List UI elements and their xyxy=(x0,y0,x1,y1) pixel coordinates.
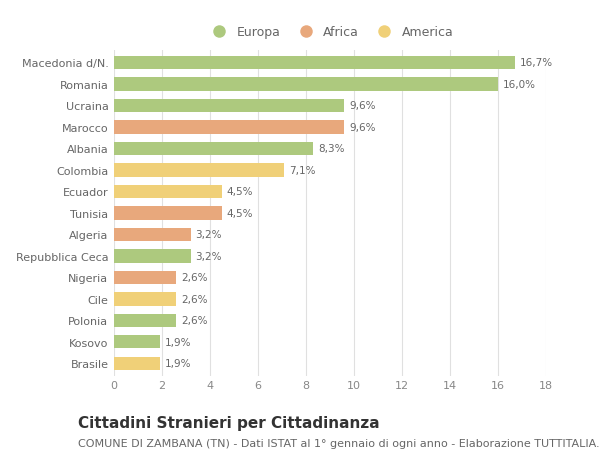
Bar xyxy=(114,228,191,241)
Bar xyxy=(114,100,344,113)
Text: 3,2%: 3,2% xyxy=(196,252,222,261)
Text: COMUNE DI ZAMBANA (TN) - Dati ISTAT al 1° gennaio di ogni anno - Elaborazione TU: COMUNE DI ZAMBANA (TN) - Dati ISTAT al 1… xyxy=(78,438,600,448)
Bar xyxy=(114,336,160,349)
Text: 2,6%: 2,6% xyxy=(181,316,208,325)
Bar xyxy=(114,164,284,177)
Bar xyxy=(114,314,176,327)
Text: 1,9%: 1,9% xyxy=(164,358,191,369)
Legend: Europa, Africa, America: Europa, Africa, America xyxy=(202,21,458,44)
Bar xyxy=(114,185,222,199)
Bar xyxy=(114,78,498,91)
Bar xyxy=(114,357,160,370)
Bar xyxy=(114,207,222,220)
Bar xyxy=(114,250,191,263)
Text: 16,0%: 16,0% xyxy=(503,80,536,90)
Text: 4,5%: 4,5% xyxy=(227,208,253,218)
Bar xyxy=(114,142,313,156)
Text: 7,1%: 7,1% xyxy=(289,166,316,175)
Text: 9,6%: 9,6% xyxy=(349,101,376,111)
Text: 9,6%: 9,6% xyxy=(349,123,376,133)
Text: 2,6%: 2,6% xyxy=(181,273,208,283)
Bar xyxy=(114,271,176,285)
Text: 3,2%: 3,2% xyxy=(196,230,222,240)
Text: 2,6%: 2,6% xyxy=(181,294,208,304)
Bar xyxy=(114,57,515,70)
Text: Cittadini Stranieri per Cittadinanza: Cittadini Stranieri per Cittadinanza xyxy=(78,415,380,431)
Text: 16,7%: 16,7% xyxy=(520,58,553,68)
Text: 1,9%: 1,9% xyxy=(164,337,191,347)
Bar xyxy=(114,121,344,134)
Text: 4,5%: 4,5% xyxy=(227,187,253,197)
Bar xyxy=(114,292,176,306)
Text: 8,3%: 8,3% xyxy=(318,144,344,154)
